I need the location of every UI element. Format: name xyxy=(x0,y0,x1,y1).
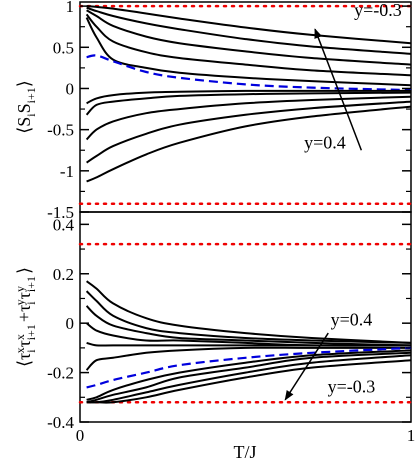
series-line xyxy=(86,359,412,404)
y-tick-label: -1 xyxy=(60,162,74,181)
series-line xyxy=(86,280,412,344)
series-line xyxy=(86,89,411,105)
series-line xyxy=(86,9,412,66)
series-line xyxy=(85,17,412,87)
top-annotations: y=-0.3 y=0.4 xyxy=(304,0,402,153)
series-line-dashed xyxy=(86,346,412,389)
y-tick-label: -0.2 xyxy=(47,364,74,383)
series-line xyxy=(85,290,412,344)
bottom-panel-frame xyxy=(79,211,412,423)
top-panel-frame xyxy=(79,1,412,213)
y-tick-label: 0.2 xyxy=(53,265,74,284)
bottom-series-group xyxy=(85,280,412,404)
y-tick-label: -0.4 xyxy=(47,413,74,432)
y-tick-label: 0.5 xyxy=(53,38,74,57)
annotation-label: y=0.4 xyxy=(331,310,373,330)
x-tick-label: 1 xyxy=(407,426,415,445)
top-y-axis-label: ⟨SiSi+1⟩ xyxy=(14,80,38,134)
bottom-y-ticks: 0.4 0.2 0 -0.2 -0.4 xyxy=(47,215,411,432)
series-line-dashed xyxy=(86,54,412,92)
top-reference-lines xyxy=(78,4,413,206)
y-tick-label: -0.5 xyxy=(47,121,74,140)
bottom-reference-lines xyxy=(78,242,413,404)
series-line xyxy=(86,5,412,45)
x-axis-label: T/J xyxy=(233,442,256,462)
annotation-label: y=-0.3 xyxy=(328,376,376,396)
series-line xyxy=(85,91,412,116)
series-line xyxy=(85,95,412,141)
annotation-arrow xyxy=(314,28,363,151)
y-tick-label: 1 xyxy=(66,0,75,16)
y-tick-label: 0.4 xyxy=(53,215,75,234)
bottom-annotations: y=0.4 y=-0.3 xyxy=(284,310,376,401)
series-line xyxy=(85,13,412,77)
series-line xyxy=(86,341,411,347)
series-line xyxy=(86,349,412,401)
series-line xyxy=(86,105,412,183)
top-y-ticks: 1 0.5 0 -0.5 -1 -1.5 xyxy=(47,0,411,222)
top-panel: 1 0.5 0 -0.5 -1 -1.5 y=-0.3 y=0.4 ⟨SiSi+1⟩ xyxy=(14,0,413,222)
bottom-y-axis-label: ⟨τixτi+1x+τiyτi+1y⟩ xyxy=(13,267,38,367)
y-tick-label: 0 xyxy=(66,314,75,333)
series-line xyxy=(86,6,412,55)
annotation-label: y=0.4 xyxy=(304,133,346,153)
series-line xyxy=(85,305,412,347)
series-line xyxy=(86,100,412,164)
series-line xyxy=(85,346,411,371)
top-series-group xyxy=(85,5,412,183)
x-tick-label: 0 xyxy=(76,426,85,445)
y-tick-label: 0 xyxy=(66,79,75,98)
y-tick-label: -1.5 xyxy=(47,203,74,222)
annotation-label: y=-0.3 xyxy=(354,0,402,20)
annotation-arrow xyxy=(284,332,329,401)
